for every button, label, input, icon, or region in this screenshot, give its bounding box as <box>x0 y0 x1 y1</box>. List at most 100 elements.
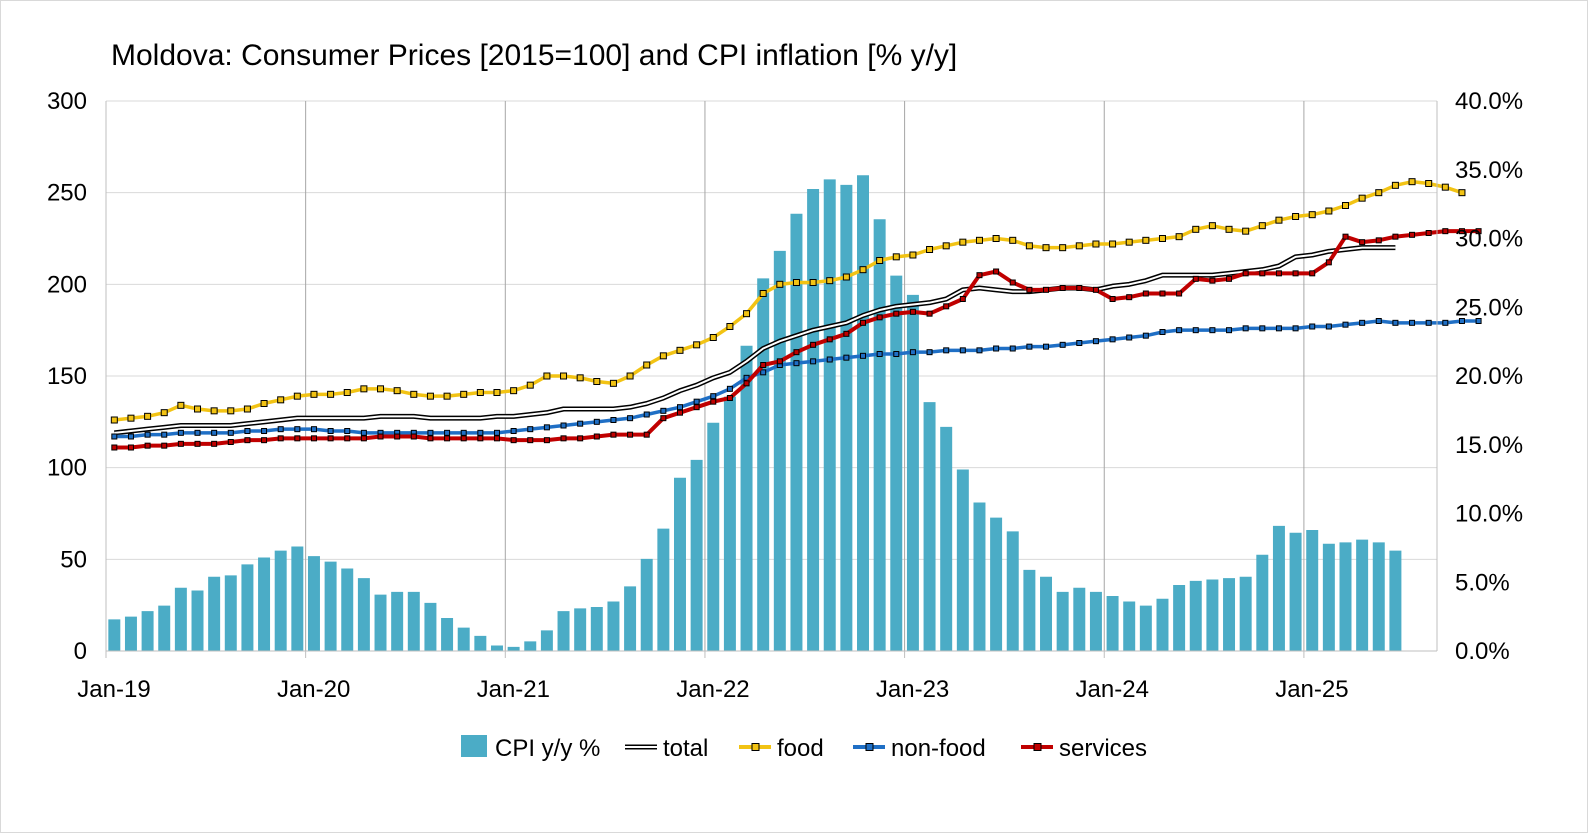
legend-label: food <box>777 735 824 762</box>
cpi-bar <box>540 630 553 651</box>
bar-series-cpi <box>108 175 1402 651</box>
services-marker <box>1475 228 1482 235</box>
cpi-bar <box>1156 598 1169 651</box>
x-tick-label: Jan-20 <box>277 676 350 703</box>
non-food-marker <box>710 393 717 400</box>
legend-label: CPI y/y % <box>495 735 600 762</box>
non-food-marker <box>177 429 184 436</box>
non-food-marker <box>993 345 1000 352</box>
services-marker <box>693 404 700 411</box>
non-food-marker <box>277 426 284 433</box>
food-marker <box>1042 244 1050 252</box>
services-marker <box>909 308 916 315</box>
non-food-marker <box>294 426 301 433</box>
services-marker <box>1458 228 1465 235</box>
non-food-marker <box>560 422 567 429</box>
non-food-marker <box>1325 323 1332 330</box>
non-food-marker <box>726 385 733 392</box>
food-marker <box>959 238 967 246</box>
non-food-marker <box>1425 319 1432 326</box>
services-marker <box>676 409 683 416</box>
non-food-marker <box>1242 325 1249 332</box>
cpi-bar <box>823 179 836 651</box>
services-marker <box>261 437 268 444</box>
services-marker <box>1209 277 1216 284</box>
food-marker <box>377 385 385 393</box>
non-food-marker <box>593 418 600 425</box>
cpi-bar <box>1339 542 1352 651</box>
non-food-marker <box>1059 341 1066 348</box>
gridlines <box>106 100 1437 651</box>
legend-item-cpi-y-y-: CPI y/y % <box>461 735 600 762</box>
services-marker <box>1409 231 1416 238</box>
food-marker <box>460 390 468 398</box>
services-marker <box>1259 270 1266 277</box>
services-marker <box>410 433 417 440</box>
services-marker <box>244 437 251 444</box>
cpi-bar <box>873 219 886 651</box>
cpi-bar <box>1256 554 1269 651</box>
cpi-bar <box>191 590 204 651</box>
legend-item-non-food: non-food <box>853 735 986 762</box>
cpi-bar <box>740 345 753 651</box>
food-marker <box>676 346 684 354</box>
non-food-marker <box>843 354 850 361</box>
x-tick-label: Jan-23 <box>876 676 949 703</box>
cpi-bar <box>1106 596 1119 651</box>
cpi-bar <box>524 641 537 651</box>
food-marker <box>743 310 751 318</box>
cpi-bar <box>1239 576 1252 651</box>
services-marker <box>227 439 234 445</box>
cpi-bar <box>490 645 503 651</box>
cpi-bar <box>108 619 121 651</box>
food-marker <box>942 242 950 250</box>
non-food-marker <box>909 349 916 356</box>
cpi-bar <box>624 586 637 651</box>
cpi-bar <box>906 294 919 651</box>
services-marker <box>843 330 850 337</box>
non-food-marker <box>1375 318 1382 324</box>
food-marker <box>293 392 301 400</box>
non-food-marker <box>643 411 650 418</box>
y-right-tick-label: 0.0% <box>1455 638 1510 665</box>
food-marker <box>1292 213 1300 220</box>
food-marker <box>1009 236 1017 244</box>
cpi-bar <box>374 594 387 651</box>
non-food-marker <box>194 429 201 436</box>
services-marker <box>477 435 484 442</box>
services-marker <box>760 362 767 368</box>
non-food-marker <box>1043 343 1050 350</box>
y-left-tick-label: 0 <box>74 638 87 665</box>
non-food-marker <box>1409 319 1416 326</box>
non-food-marker <box>577 420 584 427</box>
y-right-tick-label: 40.0% <box>1455 88 1523 115</box>
services-marker <box>959 296 966 302</box>
non-food-marker <box>1275 325 1282 332</box>
cpi-bar <box>407 591 420 651</box>
cpi-bar <box>441 618 454 651</box>
services-marker <box>810 341 817 348</box>
food-marker <box>1125 238 1133 246</box>
food-marker <box>1175 233 1183 241</box>
cpi-bar <box>1073 587 1086 651</box>
legend: CPI y/y % total food non-food services <box>461 735 1147 762</box>
food-marker <box>1142 236 1150 244</box>
non-food-marker <box>1342 321 1349 328</box>
food-marker <box>393 387 401 395</box>
cpi-bar <box>890 275 903 651</box>
food-marker <box>992 235 1000 242</box>
services-marker <box>277 435 284 442</box>
food-marker <box>643 361 651 369</box>
non-food-marker <box>493 429 500 436</box>
services-marker <box>1076 285 1083 291</box>
food-marker <box>1425 180 1433 187</box>
y-right-tick-label: 20.0% <box>1455 363 1523 390</box>
services-marker <box>776 358 783 365</box>
cpi-bar <box>1389 550 1402 651</box>
non-food-marker <box>627 415 634 422</box>
services-marker <box>144 442 151 449</box>
y-left-tick-label: 100 <box>47 455 87 482</box>
non-food-marker <box>211 429 218 436</box>
non-food-marker <box>527 426 534 433</box>
y-left-tick-label: 150 <box>47 363 87 390</box>
